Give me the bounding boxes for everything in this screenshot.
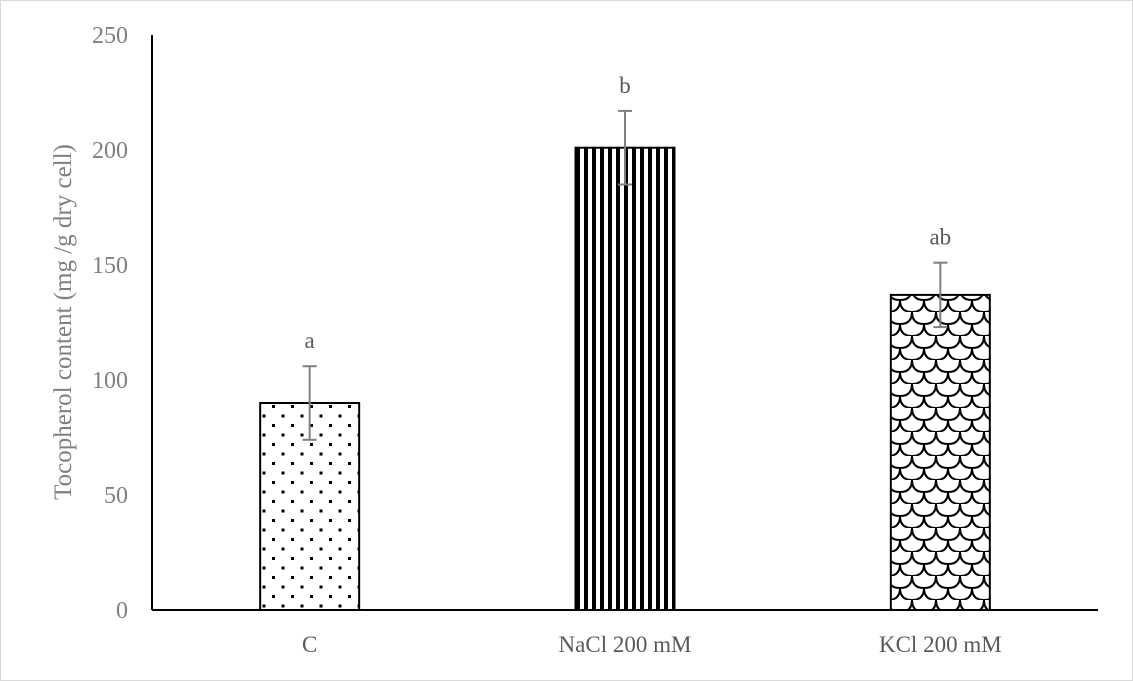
y-tick-label: 0 — [116, 598, 128, 624]
significance-label: ab — [929, 225, 951, 250]
y-tick-label: 250 — [92, 23, 128, 49]
y-tick-label: 200 — [92, 138, 128, 164]
x-category-label: C — [302, 632, 317, 657]
significance-label: a — [305, 328, 315, 353]
bar-kcl-200-mm — [889, 293, 991, 611]
y-tick-label: 50 — [104, 483, 128, 509]
y-tick-label: 100 — [92, 368, 128, 394]
x-category-label: NaCl 200 mM — [559, 632, 692, 657]
y-axis-title: Tocopherol content (mg /g dry cell) — [50, 144, 77, 500]
x-category-label: KCl 200 mM — [879, 632, 1002, 657]
bar-nacl-200-mm — [574, 146, 676, 611]
y-tick-label: 150 — [92, 253, 128, 279]
significance-label: b — [619, 73, 631, 98]
